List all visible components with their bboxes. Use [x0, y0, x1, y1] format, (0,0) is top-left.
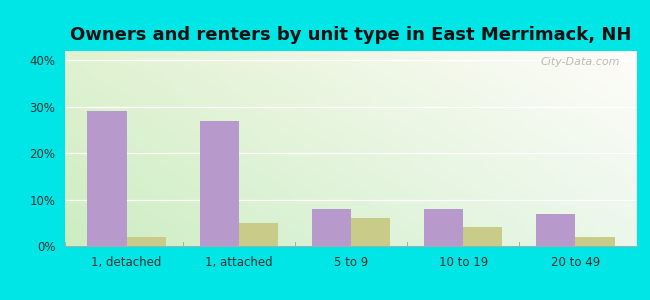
Title: Owners and renters by unit type in East Merrimack, NH: Owners and renters by unit type in East … — [70, 26, 632, 44]
Bar — [88, 111, 127, 246]
Bar — [575, 237, 614, 246]
Bar — [536, 214, 575, 246]
Text: City-Data.com: City-Data.com — [540, 57, 620, 67]
Bar — [312, 209, 351, 246]
Bar — [351, 218, 390, 246]
Bar — [463, 227, 502, 246]
Bar — [127, 237, 166, 246]
Bar — [239, 223, 278, 246]
Bar — [424, 209, 463, 246]
Bar — [200, 121, 239, 246]
